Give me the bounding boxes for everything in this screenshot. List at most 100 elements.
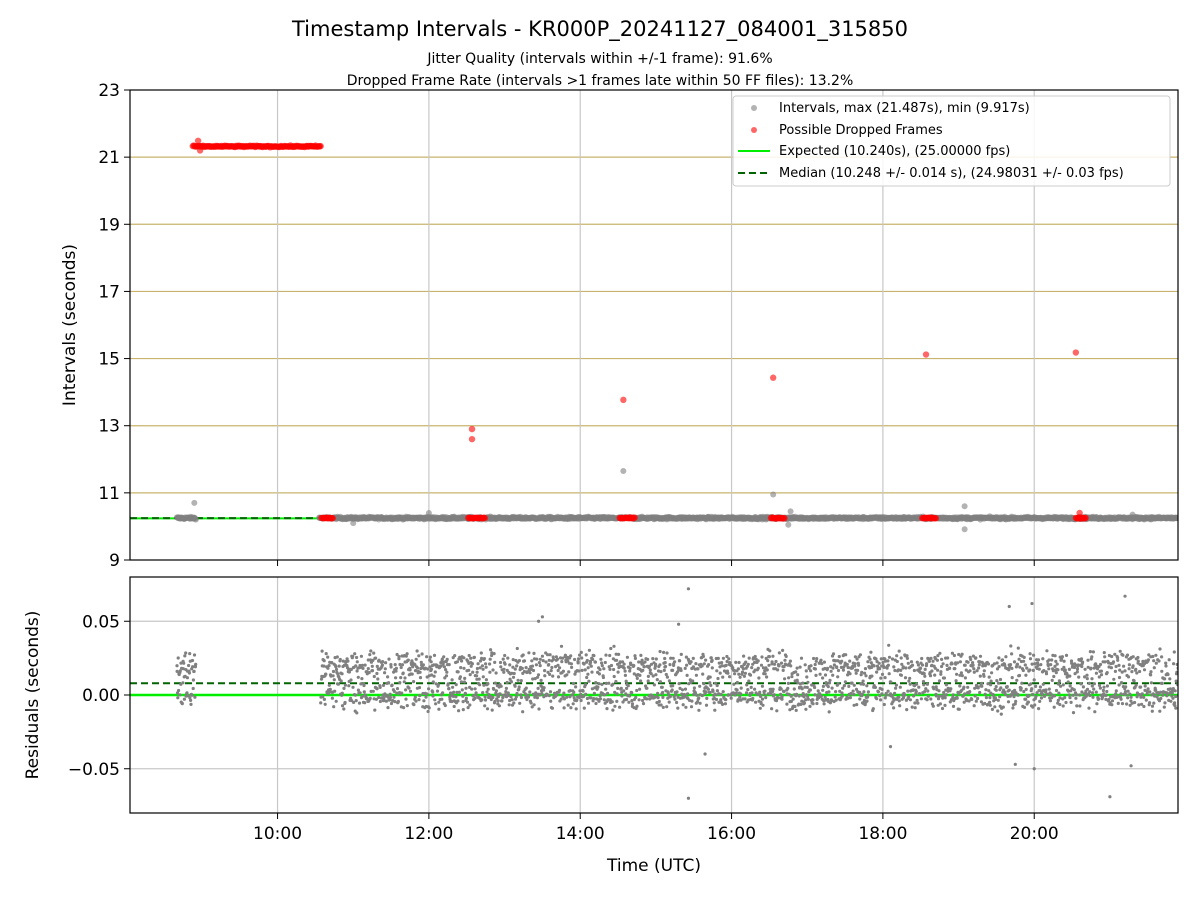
residual-point [437, 700, 441, 704]
residual-point [665, 675, 670, 679]
residual-point [886, 659, 890, 663]
residual-point [1159, 690, 1163, 694]
residual-point [1031, 705, 1035, 709]
residual-point [626, 684, 630, 688]
residual-point [781, 648, 785, 653]
residual-point [768, 649, 772, 653]
residual-point [944, 693, 949, 697]
residual-point [1018, 665, 1022, 669]
residual-point [489, 648, 493, 652]
residual-point [498, 692, 502, 696]
residual-point [395, 691, 399, 695]
residual-point [473, 696, 477, 701]
residual-point [498, 660, 503, 665]
residual-point [428, 665, 432, 669]
residual-point [816, 689, 820, 693]
residual-point [1168, 677, 1172, 681]
residual-point [633, 656, 638, 661]
residual-point [1036, 663, 1040, 668]
residual-point [906, 689, 910, 693]
residual-point [630, 699, 634, 703]
residual-point [351, 654, 355, 659]
residual-point [568, 695, 572, 699]
residual-point [524, 686, 528, 690]
residual-point [746, 688, 750, 692]
residual-point [340, 672, 344, 676]
residual-point [934, 685, 938, 689]
residual-point [657, 699, 661, 704]
residual-point [740, 670, 745, 674]
residual-point [664, 672, 668, 677]
residual-point [767, 663, 771, 667]
residual-point [1056, 682, 1061, 686]
residual-point [761, 703, 765, 707]
residual-point [1049, 663, 1053, 667]
residual-point [691, 665, 696, 669]
residual-point [349, 667, 353, 672]
residual-point [705, 696, 709, 701]
residual-point [428, 655, 432, 659]
residual-point [659, 670, 663, 674]
residual-point [408, 689, 413, 693]
residual-point [1105, 671, 1109, 675]
residual-point [324, 672, 328, 676]
residual-point [540, 654, 545, 658]
residual-point [675, 690, 679, 694]
residual-point [1031, 668, 1035, 673]
residual-point [1149, 670, 1153, 674]
residual-point [1103, 660, 1107, 664]
residual-point [785, 702, 789, 706]
residual-point [685, 663, 689, 667]
residual-point [959, 671, 964, 675]
interval-outlier-point [350, 520, 357, 527]
residual-point [532, 651, 536, 656]
residual-point [859, 673, 863, 677]
residual-point [848, 659, 852, 663]
residual-point [370, 669, 375, 673]
residual-point [602, 698, 606, 702]
residual-point [581, 689, 585, 693]
residual-point [966, 660, 970, 664]
residual-point [900, 662, 904, 666]
residual-point [1117, 675, 1122, 680]
residual-point [500, 699, 504, 703]
residual-point [598, 697, 603, 701]
residual-point [185, 691, 189, 695]
residual-point [882, 665, 886, 670]
residual-point [957, 692, 961, 696]
residual-point [841, 668, 846, 672]
residual-point [381, 683, 386, 688]
residual-point [738, 675, 742, 679]
residual-point [455, 660, 459, 664]
residual-point [928, 674, 933, 678]
residual-point [881, 660, 885, 665]
residual-point [597, 699, 601, 703]
residual-point [787, 692, 791, 697]
residual-point [510, 671, 514, 675]
residual-point [1117, 683, 1121, 687]
residual-point [375, 664, 379, 669]
residual-point [878, 694, 882, 698]
residual-point [1056, 668, 1060, 672]
residual-point [806, 695, 810, 699]
residual-point [619, 686, 623, 691]
residual-point [859, 682, 863, 686]
residual-point [530, 705, 534, 709]
residual-point [897, 649, 901, 653]
residual-point [393, 700, 397, 704]
residual-point [749, 685, 753, 690]
residual-point [968, 669, 972, 673]
residual-point [447, 687, 451, 691]
residual-point [1110, 703, 1114, 707]
residual-point [1094, 690, 1098, 694]
residual-point [795, 678, 799, 682]
residual-point [1057, 691, 1061, 695]
intervals-y-tick-label: 15 [98, 350, 120, 370]
residual-point [1139, 695, 1143, 699]
residual-point [791, 697, 795, 701]
residual-point [473, 687, 477, 691]
residual-point [191, 686, 195, 691]
residual-point [1113, 669, 1117, 674]
residual-point [851, 689, 855, 693]
residual-point [661, 705, 665, 710]
